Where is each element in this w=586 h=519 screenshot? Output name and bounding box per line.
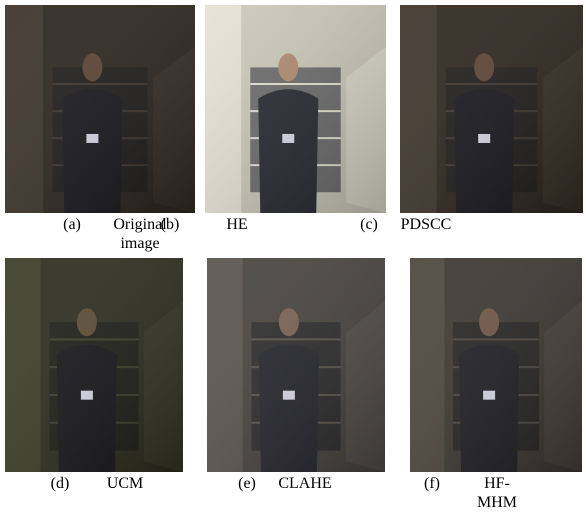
figure: (a) Original image(b) HE (c) PDSCC (d) UCM (e) CL… xyxy=(0,0,586,519)
photo xyxy=(5,5,195,213)
panel-label: (a) xyxy=(63,216,81,233)
photo xyxy=(205,5,386,213)
photo xyxy=(5,258,183,472)
panel-label: (e) xyxy=(238,475,256,492)
panel-label: (f) xyxy=(424,475,440,492)
panel-caption: image xyxy=(120,235,159,252)
panel-label: (b) xyxy=(161,216,180,233)
panel-caption: Original xyxy=(113,216,167,233)
panel-label: (d) xyxy=(51,475,70,492)
photo xyxy=(410,258,582,472)
photo xyxy=(207,258,385,472)
panel-caption: UCM xyxy=(107,475,143,492)
panel-caption: CLAHE xyxy=(278,475,331,492)
photo xyxy=(400,5,583,213)
panel-caption: HF- xyxy=(484,475,510,492)
panel-caption: PDSCC xyxy=(401,216,452,233)
panel-caption: HE xyxy=(226,216,247,233)
panel-label: (c) xyxy=(360,216,378,233)
panel-caption: MHM xyxy=(477,494,517,511)
